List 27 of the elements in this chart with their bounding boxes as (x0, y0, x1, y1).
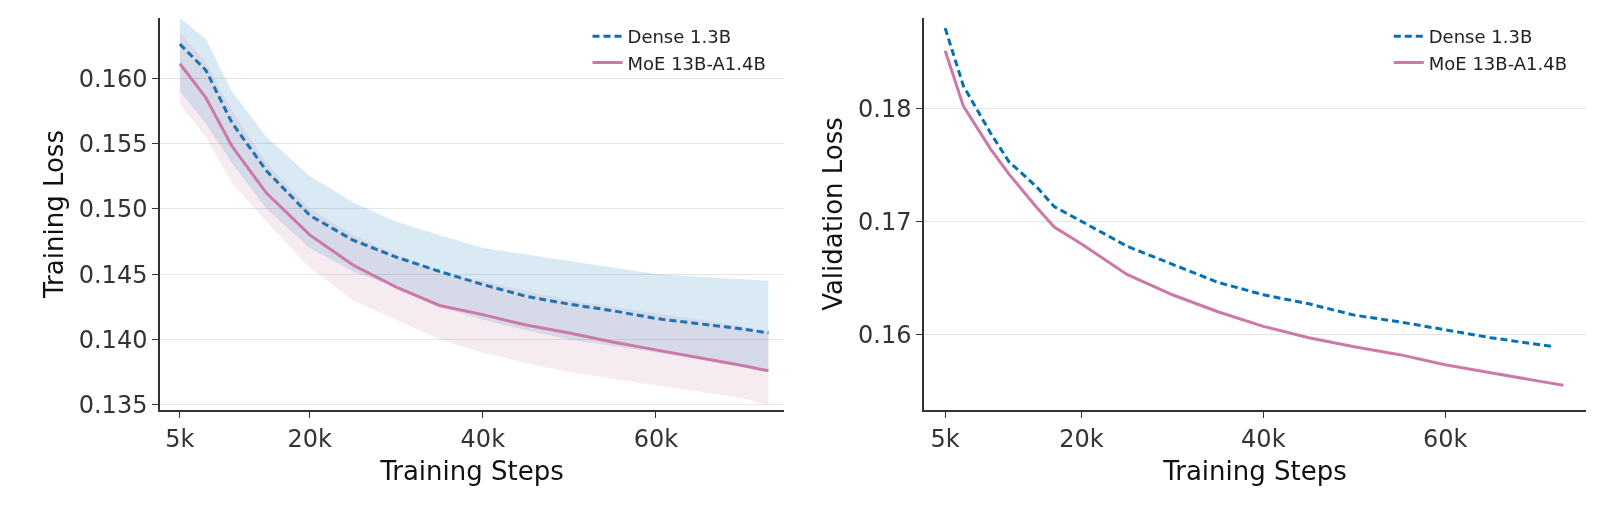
x-tick-label: 60k (633, 424, 679, 453)
x-tick-label: 5k (165, 424, 195, 453)
legend-label: MoE 13B-A1.4B (1428, 52, 1568, 74)
x-axis-title: Training Steps (379, 455, 564, 486)
x-tick-label: 20k (287, 424, 333, 453)
x-tick-label: 40k (460, 424, 506, 453)
line-series (178, 42, 770, 335)
y-tick-label: 0.135 (78, 391, 148, 420)
y-axis-title: Training Loss (38, 130, 69, 299)
x-tick-label: 5k (930, 424, 960, 453)
y-axis-title: Validation Loss (817, 117, 848, 311)
legend-label: Dense 1.3B (1428, 26, 1533, 48)
line-series (943, 49, 1565, 387)
y-tick-label: 0.17 (858, 207, 912, 236)
x-axis-title: Training Steps (1162, 455, 1347, 486)
y-tick-label: 0.155 (78, 129, 148, 158)
y-tick-label: 0.150 (78, 195, 148, 224)
x-tick-label: 60k (1422, 424, 1468, 453)
y-tick-label: 0.18 (858, 94, 912, 123)
y-tick-label: 0.160 (78, 64, 148, 93)
legend-label: Dense 1.3B (627, 26, 732, 48)
x-tick-label: 40k (1241, 424, 1286, 453)
legend-label: MoE 13B-A1.4B (627, 52, 766, 74)
y-tick-label: 0.140 (78, 325, 148, 354)
y-tick-label: 0.145 (78, 260, 148, 289)
y-tick-label: 0.16 (858, 320, 912, 349)
x-tick-label: 20k (1059, 424, 1104, 453)
